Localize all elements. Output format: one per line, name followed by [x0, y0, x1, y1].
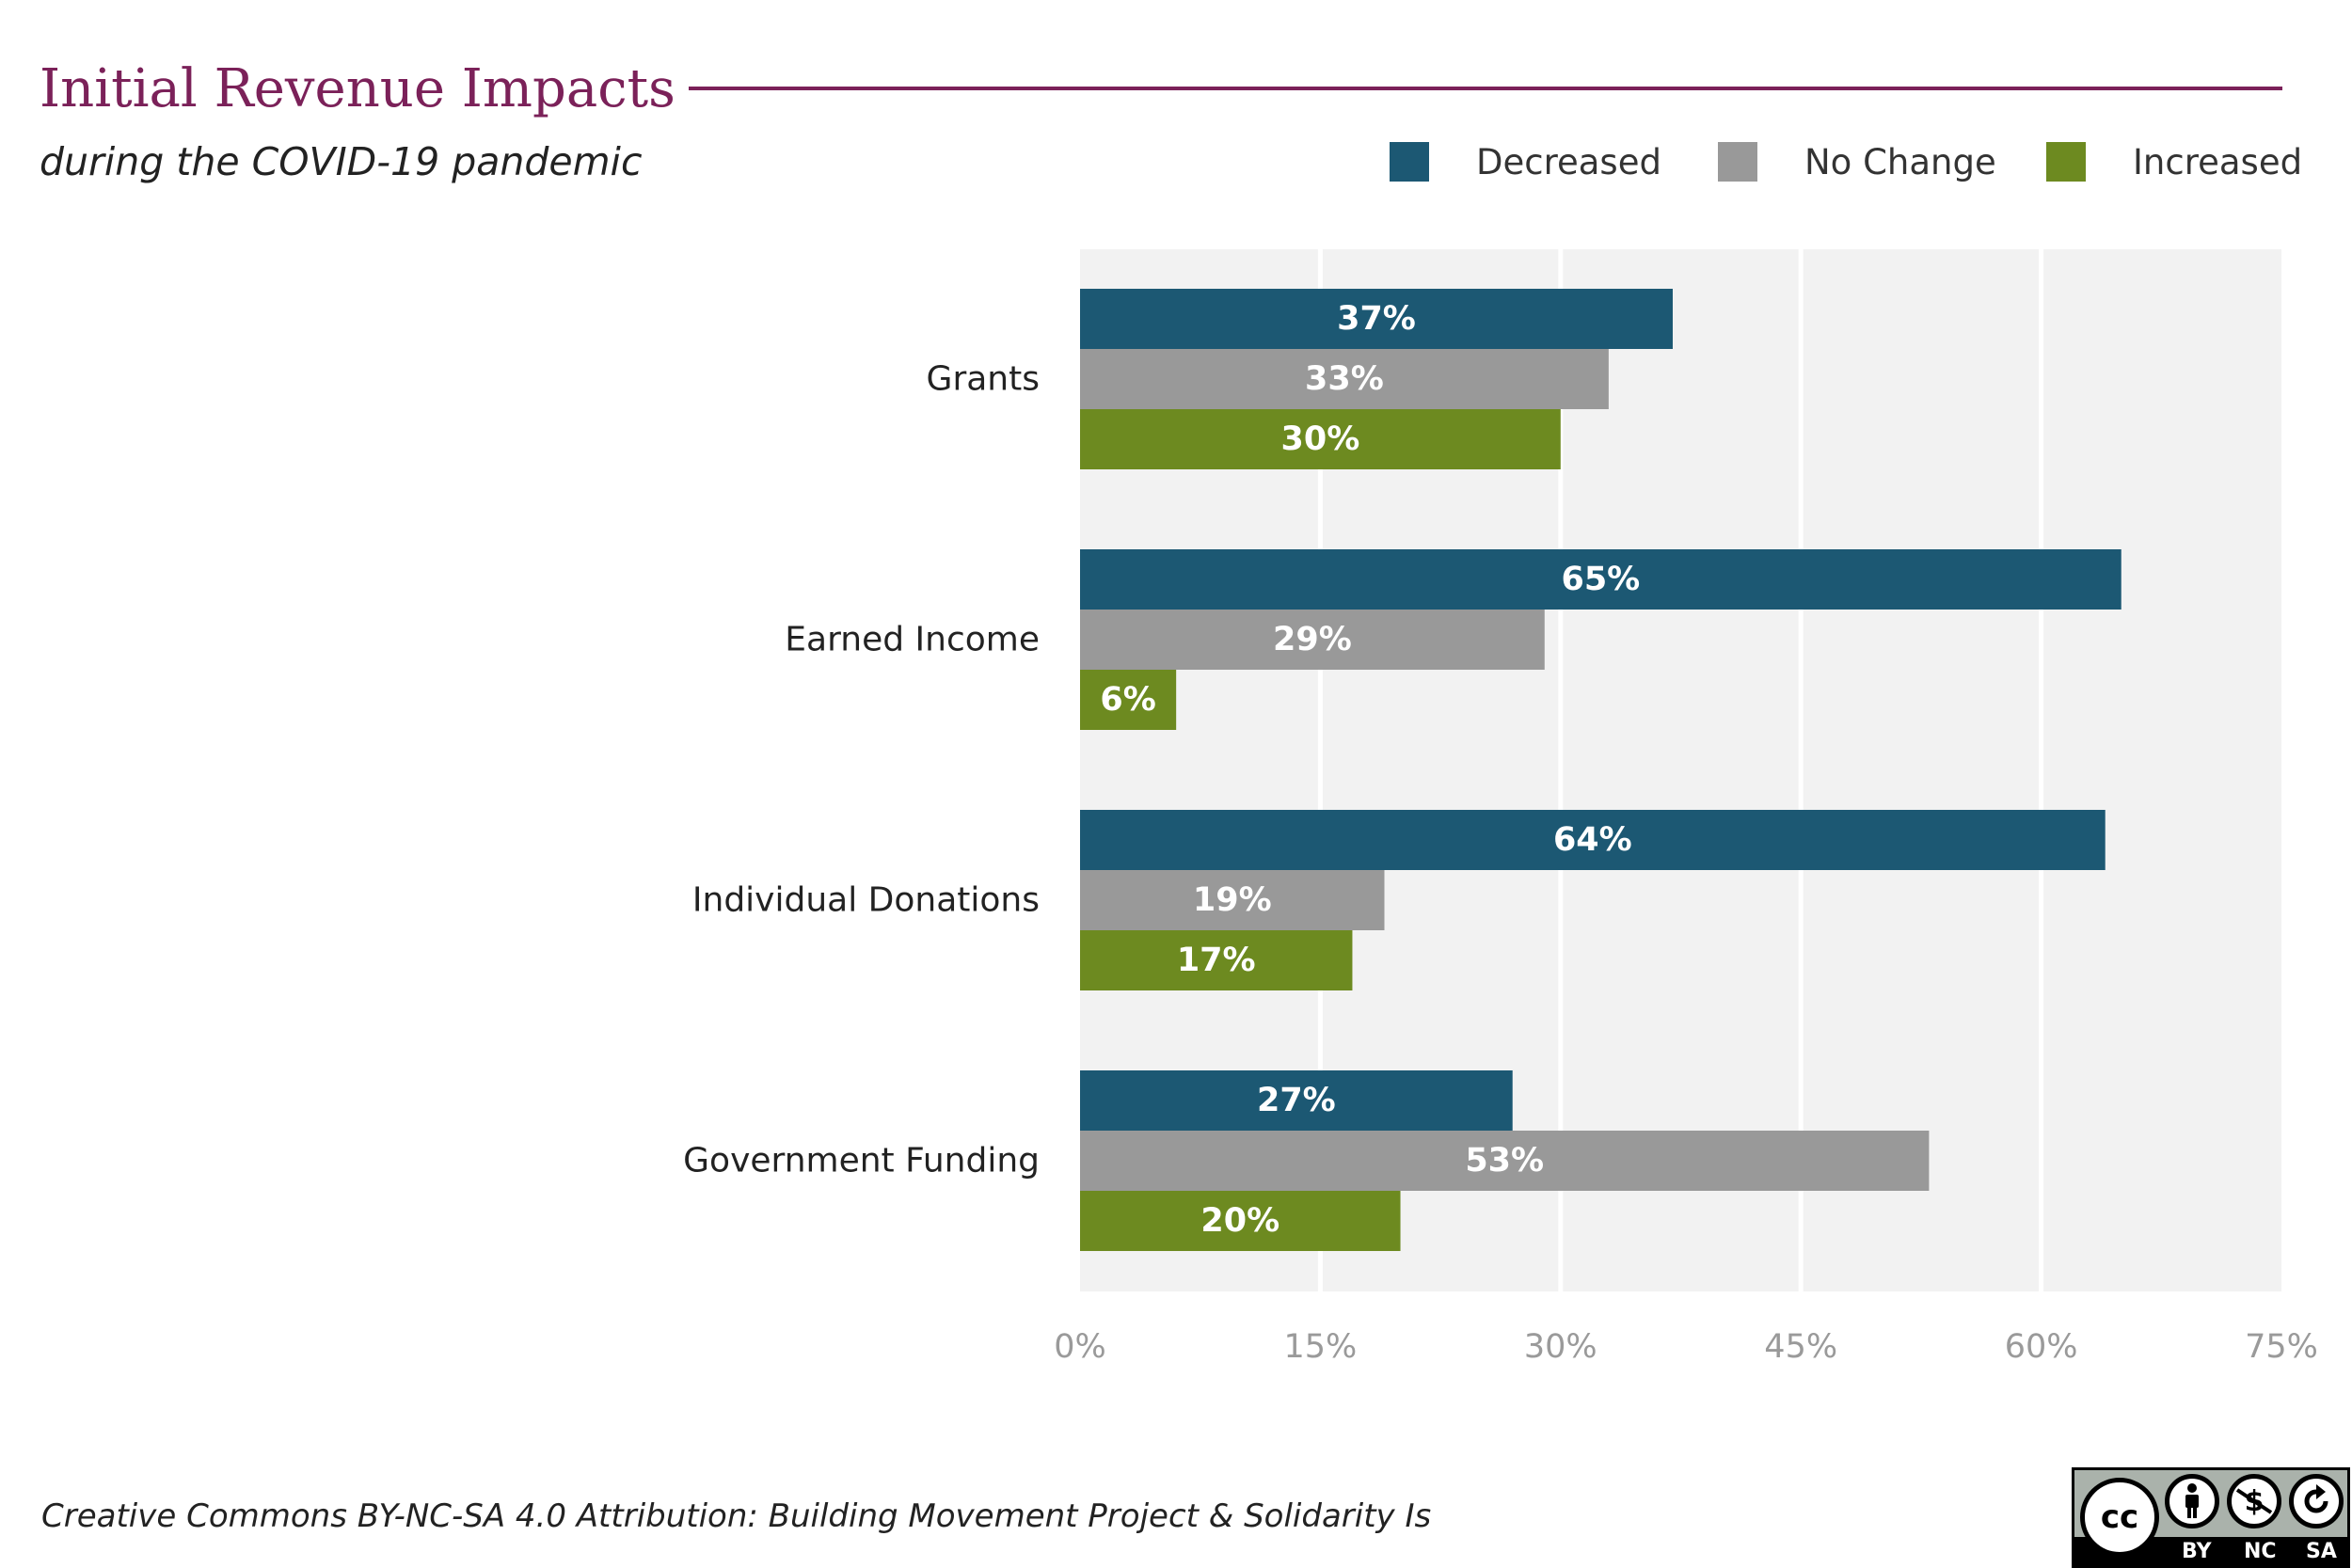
category-label: Government Funding [683, 1142, 1040, 1180]
category-label: Earned Income [785, 621, 1040, 659]
cc-icon: cc [2080, 1478, 2159, 1557]
bar-data-label: 33% [1305, 360, 1384, 398]
bar-increased [1080, 670, 1177, 730]
x-tick-label: 15% [1284, 1328, 1358, 1366]
bar-data-label: 30% [1281, 420, 1360, 458]
legend-swatch-decreased [1390, 142, 1429, 182]
cc-by-label: BY [2182, 1540, 2212, 1563]
legend-swatch-increased [2046, 142, 2086, 182]
legend-item-decreased: Decreased [1390, 141, 1661, 182]
attribution-footer: Creative Commons BY-NC-SA 4.0 Attributio… [41, 1497, 1432, 1535]
bar-no-change [1080, 349, 1609, 409]
cc-sa-label: SA [2306, 1540, 2337, 1563]
x-tick-label: 75% [2245, 1328, 2318, 1366]
category-label: Individual Donations [692, 881, 1040, 920]
cc-license-badge[interactable]: cc $ BY NC SA [2072, 1467, 2350, 1568]
bar-decreased [1080, 810, 2106, 870]
legend-label-decreased: Decreased [1476, 141, 1661, 182]
bar-data-label: 19% [1193, 881, 1272, 919]
bar-increased [1080, 930, 1353, 990]
bar-data-label: 64% [1553, 821, 1632, 859]
no-dollar-icon: $ [2227, 1474, 2281, 1528]
title-divider [689, 87, 2282, 90]
x-tick-label: 30% [1524, 1328, 1597, 1366]
bar-no-change [1080, 1131, 1930, 1191]
cc-nc-label: NC [2244, 1540, 2277, 1563]
bar-data-label: 17% [1177, 942, 1256, 979]
bar-data-label: 29% [1273, 621, 1352, 658]
category-label: Grants [927, 360, 1040, 399]
bar-no-change [1080, 870, 1385, 930]
bar-decreased [1080, 1070, 1513, 1131]
legend-item-no-change: No Change [1718, 141, 1996, 182]
chart-subtitle: during the COVID-19 pandemic [40, 139, 643, 184]
chart-title: Initial Revenue Impacts [40, 58, 675, 119]
person-icon [2165, 1474, 2219, 1528]
bar-decreased [1080, 289, 1673, 349]
bar-data-label: 20% [1200, 1202, 1279, 1240]
bar-increased [1080, 409, 1561, 469]
bar-decreased [1080, 549, 2122, 610]
bar-data-label: 27% [1257, 1082, 1336, 1119]
bar-increased [1080, 1191, 1401, 1251]
x-tick-label: 45% [1764, 1328, 1837, 1366]
bar-no-change [1080, 610, 1545, 670]
legend-label-increased: Increased [2133, 141, 2303, 182]
bar-data-label: 65% [1561, 561, 1640, 598]
x-tick-label: 0% [1054, 1328, 1106, 1366]
x-tick-label: 60% [2005, 1328, 2078, 1366]
legend-swatch-no-change [1718, 142, 1757, 182]
bar-data-label: 37% [1337, 300, 1416, 338]
share-alike-icon [2289, 1474, 2344, 1528]
legend-item-increased: Increased [2046, 141, 2302, 182]
bar-data-label: 53% [1465, 1142, 1544, 1180]
bar-data-label: 6% [1100, 681, 1155, 719]
legend-label-no-change: No Change [1804, 141, 1996, 182]
